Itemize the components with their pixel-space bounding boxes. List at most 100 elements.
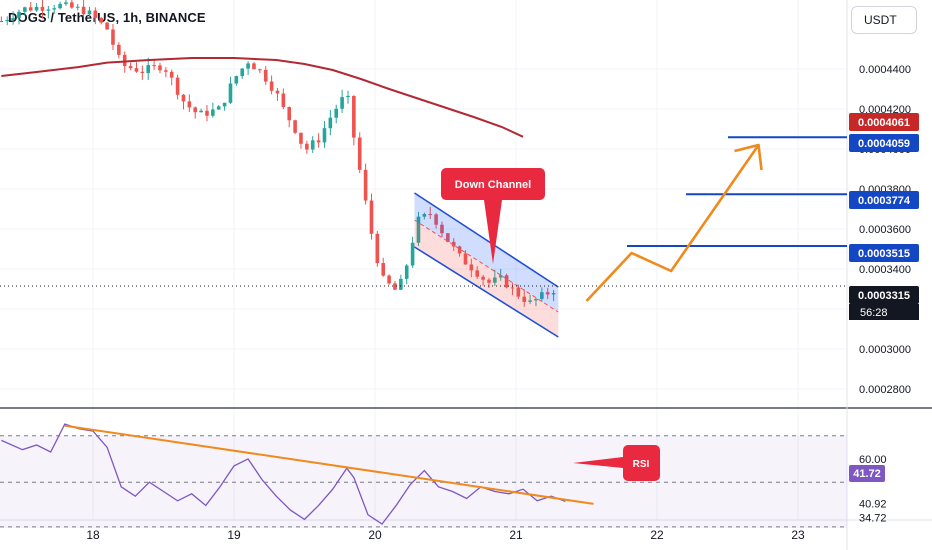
candle [52, 8, 57, 10]
candle [205, 110, 209, 116]
rsi-line [1, 423, 566, 525]
candle [193, 107, 198, 113]
price-label-box [849, 191, 919, 209]
price-label-box [849, 286, 919, 304]
candle [93, 10, 98, 19]
rsi-value-label: 41.72 [853, 468, 881, 480]
candle [446, 233, 450, 242]
price-label: 0.0004059 [858, 138, 910, 150]
countdown-box [849, 304, 919, 320]
candle [187, 101, 192, 108]
price-tick-label: 0.0002800 [859, 384, 911, 396]
rsi-tick-label: 34.72 [859, 513, 887, 525]
candle [528, 300, 532, 302]
time-tick-label: 22 [650, 528, 664, 542]
price-tick-label: 0.0003000 [859, 344, 911, 356]
rsi-trendline [64, 424, 594, 505]
candle [316, 140, 321, 143]
price-tick-label: 0.0003600 [859, 224, 911, 236]
candle [551, 293, 556, 295]
candle [522, 296, 527, 302]
candle [363, 169, 368, 201]
candle [540, 292, 544, 299]
candle [99, 18, 104, 23]
candle [440, 224, 444, 234]
candle [375, 233, 380, 264]
projection-path [585, 144, 760, 302]
channel-lower-fill [414, 220, 559, 337]
price-label-box [849, 113, 919, 131]
candle [369, 200, 374, 234]
rsi-callout-label: RSI [633, 459, 650, 470]
candle [175, 77, 180, 95]
candle [498, 275, 503, 278]
candle [263, 69, 268, 82]
candle [75, 6, 80, 8]
candle [0, 21, 4, 22]
symbol-title: DOGS / TetherUS, 1h, BINANCE [8, 10, 206, 25]
candle [211, 109, 215, 116]
candle [105, 22, 109, 30]
price-tick-label: 0.0003400 [859, 264, 911, 276]
candle [487, 279, 491, 283]
candle [146, 65, 151, 74]
candle [11, 18, 15, 20]
candle [451, 241, 456, 247]
candle [510, 287, 515, 289]
candle [169, 71, 174, 78]
candle [269, 81, 274, 91]
candle [504, 275, 509, 288]
price-label: 0.0003774 [858, 195, 911, 207]
candle [70, 2, 74, 8]
time-tick-label: 18 [86, 528, 100, 542]
candle [246, 63, 250, 69]
channel-upper-fill [414, 193, 559, 312]
channel-upper-line [414, 192, 559, 288]
candle [40, 6, 45, 11]
candles [0, 0, 556, 307]
candle [434, 214, 438, 225]
countdown-label: 56:28 [860, 307, 888, 319]
candle [428, 214, 433, 216]
price-label: 0.0003515 [858, 248, 910, 260]
down-channel-label: Down Channel [455, 179, 531, 191]
candle [545, 292, 550, 295]
candle [122, 54, 127, 67]
price-label-box [849, 244, 919, 262]
candle [87, 10, 92, 15]
rsi-callout [573, 445, 660, 481]
candle [222, 102, 227, 107]
candle [111, 29, 115, 45]
candle [352, 95, 356, 138]
candle [228, 83, 233, 103]
rsi-pane: 60.00 40.92 34.72 41.72 RSI [0, 423, 887, 528]
candle [275, 90, 280, 94]
candle [328, 117, 333, 129]
channel-lower-line [414, 246, 559, 338]
candle [23, 7, 27, 12]
candle [299, 132, 303, 144]
candle [387, 275, 391, 284]
candle [240, 68, 245, 77]
candle [346, 95, 350, 98]
candle [34, 6, 39, 11]
candle [457, 246, 462, 254]
rsi-tick-label: 60.00 [859, 454, 887, 466]
candle [140, 71, 145, 74]
candle [28, 7, 33, 11]
candle [281, 93, 286, 108]
candle [287, 107, 292, 121]
rsi-value-box [849, 465, 885, 482]
candle [17, 11, 21, 19]
price-tick-label: 0.0004400 [859, 64, 911, 76]
rsi-tick-label: 40.92 [859, 498, 887, 510]
currency-button[interactable]: USDT [851, 6, 917, 34]
candle [158, 65, 162, 71]
candle [357, 137, 362, 170]
down-channel-callout [441, 168, 545, 264]
candle [117, 44, 121, 55]
candle [322, 128, 327, 143]
price-label-box [849, 134, 919, 152]
candle [199, 110, 203, 113]
